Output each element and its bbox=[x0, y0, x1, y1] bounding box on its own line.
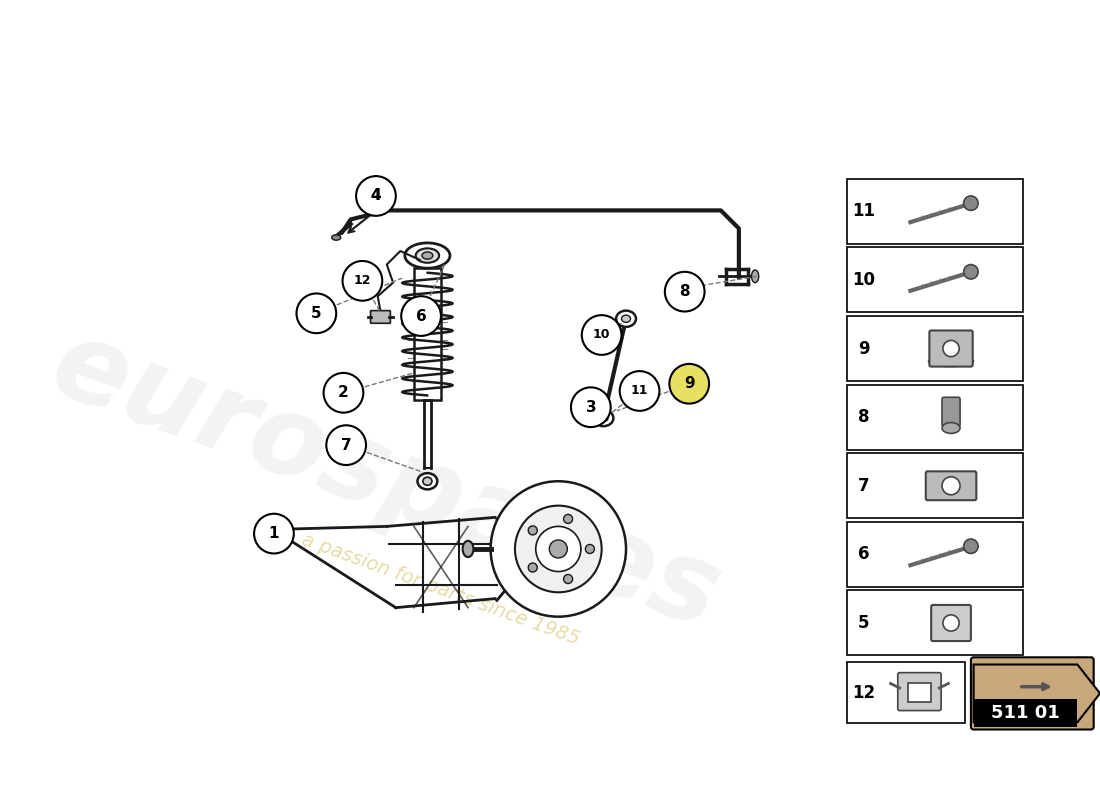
Ellipse shape bbox=[463, 541, 473, 557]
Ellipse shape bbox=[928, 356, 974, 366]
Text: 9: 9 bbox=[684, 376, 694, 391]
Text: a passion for parts since 1985: a passion for parts since 1985 bbox=[299, 530, 583, 649]
Ellipse shape bbox=[332, 234, 341, 240]
Text: 11: 11 bbox=[852, 202, 874, 220]
Text: 7: 7 bbox=[341, 438, 352, 453]
Text: 5: 5 bbox=[858, 614, 869, 632]
Circle shape bbox=[254, 514, 294, 554]
Circle shape bbox=[549, 540, 568, 558]
Bar bbox=[847, 454, 1023, 518]
FancyBboxPatch shape bbox=[942, 398, 960, 426]
Text: 8: 8 bbox=[858, 408, 869, 426]
Text: 6: 6 bbox=[416, 309, 427, 323]
Bar bbox=[847, 590, 1023, 655]
FancyBboxPatch shape bbox=[898, 673, 942, 710]
FancyBboxPatch shape bbox=[930, 330, 972, 366]
Ellipse shape bbox=[416, 248, 439, 262]
Circle shape bbox=[536, 526, 581, 571]
FancyBboxPatch shape bbox=[971, 658, 1093, 730]
Text: 11: 11 bbox=[630, 385, 648, 398]
Circle shape bbox=[491, 482, 626, 617]
Circle shape bbox=[327, 426, 366, 465]
Circle shape bbox=[356, 176, 396, 216]
FancyBboxPatch shape bbox=[926, 471, 977, 500]
Circle shape bbox=[943, 615, 959, 631]
Ellipse shape bbox=[964, 539, 978, 554]
Ellipse shape bbox=[422, 477, 432, 486]
Circle shape bbox=[942, 477, 960, 494]
Ellipse shape bbox=[405, 243, 450, 268]
Text: eurospares: eurospares bbox=[39, 311, 735, 652]
Ellipse shape bbox=[598, 414, 608, 422]
FancyBboxPatch shape bbox=[908, 682, 932, 702]
Circle shape bbox=[582, 315, 621, 355]
Text: 2: 2 bbox=[338, 386, 349, 400]
Ellipse shape bbox=[964, 196, 978, 210]
Ellipse shape bbox=[616, 310, 636, 327]
Circle shape bbox=[943, 341, 959, 357]
Bar bbox=[414, 268, 441, 400]
Circle shape bbox=[342, 261, 383, 301]
Ellipse shape bbox=[594, 410, 614, 426]
Text: 5: 5 bbox=[311, 306, 321, 321]
Ellipse shape bbox=[418, 473, 438, 490]
Bar bbox=[974, 698, 1077, 727]
Circle shape bbox=[619, 371, 659, 411]
Text: 4: 4 bbox=[371, 189, 382, 203]
Circle shape bbox=[323, 373, 363, 413]
Text: 4: 4 bbox=[371, 189, 382, 203]
Text: 12: 12 bbox=[354, 274, 371, 287]
Text: 511 01: 511 01 bbox=[991, 704, 1060, 722]
Text: 1: 1 bbox=[268, 526, 279, 541]
Circle shape bbox=[515, 506, 602, 592]
FancyBboxPatch shape bbox=[932, 605, 971, 641]
Ellipse shape bbox=[751, 270, 759, 282]
Polygon shape bbox=[974, 665, 1100, 722]
Bar bbox=[847, 522, 1023, 587]
Bar bbox=[847, 247, 1023, 313]
Text: 6: 6 bbox=[858, 546, 869, 563]
Circle shape bbox=[267, 527, 280, 540]
Text: 8: 8 bbox=[680, 284, 690, 299]
Ellipse shape bbox=[942, 422, 960, 434]
FancyBboxPatch shape bbox=[371, 310, 390, 323]
Ellipse shape bbox=[422, 252, 432, 259]
Bar bbox=[847, 179, 1023, 244]
Circle shape bbox=[528, 563, 537, 572]
Circle shape bbox=[563, 574, 573, 583]
Circle shape bbox=[402, 296, 441, 336]
Text: 10: 10 bbox=[593, 329, 611, 342]
Ellipse shape bbox=[964, 265, 978, 279]
Bar bbox=[847, 385, 1023, 450]
Circle shape bbox=[528, 526, 537, 535]
Circle shape bbox=[585, 545, 594, 554]
Bar bbox=[847, 316, 1023, 381]
Circle shape bbox=[670, 364, 710, 404]
Circle shape bbox=[297, 294, 337, 333]
Text: 7: 7 bbox=[858, 477, 869, 494]
Circle shape bbox=[571, 387, 610, 427]
Ellipse shape bbox=[621, 315, 630, 322]
Circle shape bbox=[664, 272, 705, 311]
Text: 9: 9 bbox=[858, 339, 869, 358]
Text: 10: 10 bbox=[852, 271, 874, 289]
Circle shape bbox=[261, 520, 287, 547]
Bar bbox=[847, 662, 965, 723]
Circle shape bbox=[563, 514, 573, 523]
Text: 12: 12 bbox=[851, 683, 874, 702]
Text: 3: 3 bbox=[585, 400, 596, 414]
